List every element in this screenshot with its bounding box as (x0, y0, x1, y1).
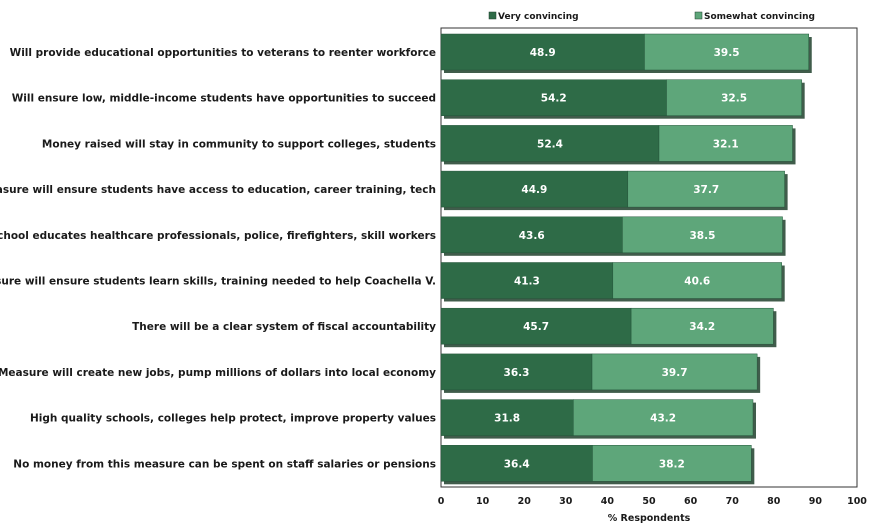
x-tick-label: 10 (476, 496, 490, 507)
data-label: 40.6 (684, 276, 710, 288)
bar-very-convincing (440, 33, 645, 71)
x-tick-label: 0 (438, 496, 445, 507)
category-label: No money from this measure can be spent … (13, 458, 436, 470)
data-label: 31.8 (494, 413, 520, 425)
bar-somewhat-convincing (573, 399, 754, 436)
bar-very-convincing (440, 170, 629, 208)
data-label: 41.3 (514, 276, 540, 288)
bar-somewhat-convincing (622, 216, 783, 254)
x-tick-label: 90 (809, 496, 823, 507)
x-tick-label: 40 (601, 496, 615, 507)
data-label: 48.9 (530, 47, 556, 59)
data-label: 39.5 (714, 47, 740, 59)
category-label: Measure will ensure students learn skill… (0, 276, 436, 288)
bar-very-convincing (440, 125, 660, 162)
data-label: 37.7 (693, 184, 719, 196)
bars: 48.9 39.5 54.2 32.5 52.4 32.1 44.9 37.7 43.6 38.5… (440, 33, 812, 485)
legend-swatch (694, 11, 703, 20)
category-label: Measure will ensure students have access… (0, 184, 436, 196)
category-label: Measure will create new jobs, pump milli… (0, 367, 436, 379)
legend-swatch (488, 11, 497, 20)
data-label: 52.4 (537, 138, 563, 150)
category-label: Will ensure low, middle-income students … (12, 93, 436, 105)
x-tick-label: 50 (642, 496, 656, 507)
bar-somewhat-convincing (658, 125, 793, 162)
data-label: 38.2 (659, 458, 685, 470)
x-tick-label: 70 (726, 496, 740, 507)
bar-somewhat-convincing (630, 307, 774, 345)
legend: Very convincing Somewhat convincing (488, 11, 815, 22)
category-label: School educates healthcare professionals… (0, 230, 436, 242)
data-label: 45.7 (523, 321, 549, 333)
data-label: 32.1 (713, 138, 739, 150)
legend-label: Somewhat convincing (704, 12, 815, 22)
bar-very-convincing (440, 79, 667, 116)
bar-somewhat-convincing (612, 262, 782, 299)
x-tick-label: 20 (518, 496, 532, 507)
x-tick-label: 60 (684, 496, 698, 507)
category-label: High quality schools, colleges help prot… (30, 413, 436, 425)
bar-somewhat-convincing (627, 170, 785, 208)
bar-very-convincing (440, 399, 574, 436)
legend-label: Very convincing (498, 12, 579, 22)
bar-somewhat-convincing (666, 79, 802, 116)
x-tick-label: 30 (559, 496, 573, 507)
data-label: 54.2 (541, 93, 567, 105)
bar-very-convincing (440, 445, 593, 482)
data-label: 32.5 (721, 93, 747, 105)
category-label: Will provide educational opportunities t… (10, 47, 436, 59)
data-label: 38.5 (689, 230, 715, 242)
bar-very-convincing (440, 216, 623, 254)
data-label: 43.2 (650, 413, 676, 425)
x-axis-ticks: 0 10 20 30 40 50 60 70 80 90 100 (438, 496, 868, 507)
data-label: 43.6 (519, 230, 545, 242)
data-label: 36.4 (504, 458, 530, 470)
x-axis-title: % Respondents (608, 513, 691, 524)
bar-very-convincing (440, 353, 593, 391)
data-label: 34.2 (689, 321, 715, 333)
x-tick-label: 100 (847, 496, 867, 507)
data-label: 39.7 (662, 367, 688, 379)
category-labels: Will provide educational opportunities t… (0, 47, 436, 470)
x-tick-label: 80 (767, 496, 781, 507)
bar-very-convincing (440, 307, 632, 345)
bar-very-convincing (440, 262, 614, 299)
bar-somewhat-convincing (644, 33, 809, 71)
data-label: 36.3 (504, 367, 530, 379)
bar-somewhat-convincing (592, 445, 752, 482)
category-label: Money raised will stay in community to s… (42, 138, 436, 150)
bar-somewhat-convincing (591, 353, 758, 391)
data-label: 44.9 (521, 184, 547, 196)
category-label: There will be a clear system of fiscal a… (132, 321, 436, 333)
